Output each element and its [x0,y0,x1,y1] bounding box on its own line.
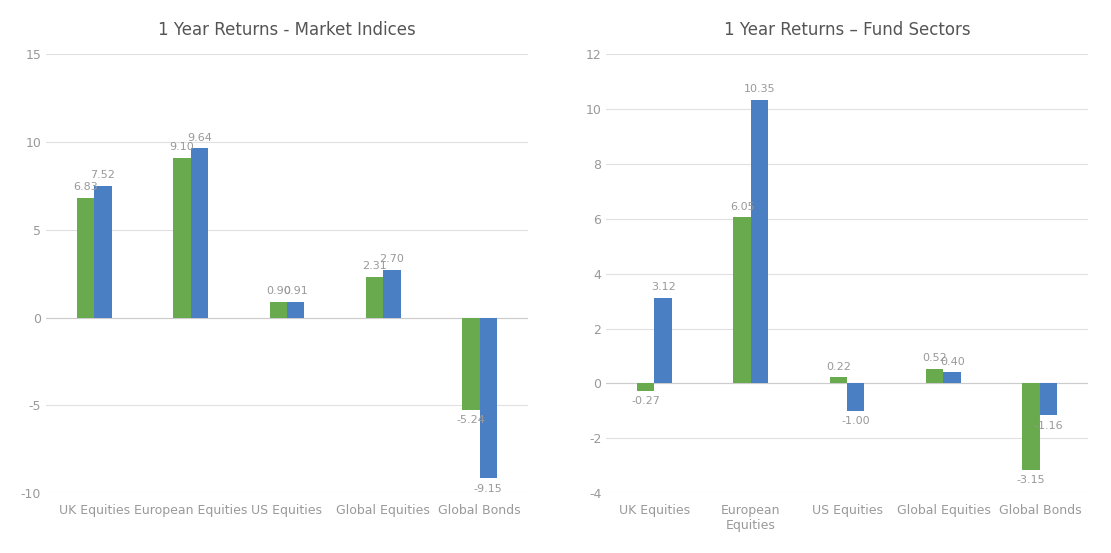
Bar [847,383,864,411]
Text: -0.27: -0.27 [631,397,660,406]
Text: -1.16: -1.16 [1034,421,1063,431]
Bar [927,369,943,383]
Text: 0.91: 0.91 [283,286,308,296]
Bar [191,148,208,317]
Text: 10.35: 10.35 [743,84,775,94]
Bar [94,186,111,317]
Title: 1 Year Returns - Market Indices: 1 Year Returns - Market Indices [158,21,416,39]
Bar [366,277,383,317]
Text: 2.31: 2.31 [362,262,387,272]
Text: 3.12: 3.12 [651,282,675,292]
Text: 2.70: 2.70 [380,254,404,264]
Text: 9.64: 9.64 [187,133,212,143]
Bar [1022,383,1040,469]
Bar [943,372,961,383]
Bar [830,377,847,383]
Text: 0.22: 0.22 [825,362,851,372]
Bar [637,383,654,391]
Text: -5.24: -5.24 [457,415,486,425]
Text: 6.05: 6.05 [730,202,754,212]
Bar [751,100,768,383]
Bar [654,298,672,383]
Bar [173,158,191,317]
Bar [1040,383,1058,415]
Text: 6.83: 6.83 [73,182,98,192]
Bar [480,317,497,478]
Title: 1 Year Returns – Fund Sectors: 1 Year Returns – Fund Sectors [723,21,970,39]
Text: -1.00: -1.00 [841,416,870,426]
Text: 7.52: 7.52 [90,170,116,180]
Bar [462,317,480,410]
Bar [270,302,287,317]
Text: 9.10: 9.10 [170,142,194,152]
Bar [383,270,401,317]
Text: -3.15: -3.15 [1017,476,1045,486]
Text: 0.40: 0.40 [940,357,964,367]
Bar [287,301,304,317]
Text: -9.15: -9.15 [474,484,502,494]
Bar [733,217,751,383]
Text: 0.52: 0.52 [922,353,948,363]
Bar [77,197,94,317]
Text: 0.90: 0.90 [266,286,291,296]
